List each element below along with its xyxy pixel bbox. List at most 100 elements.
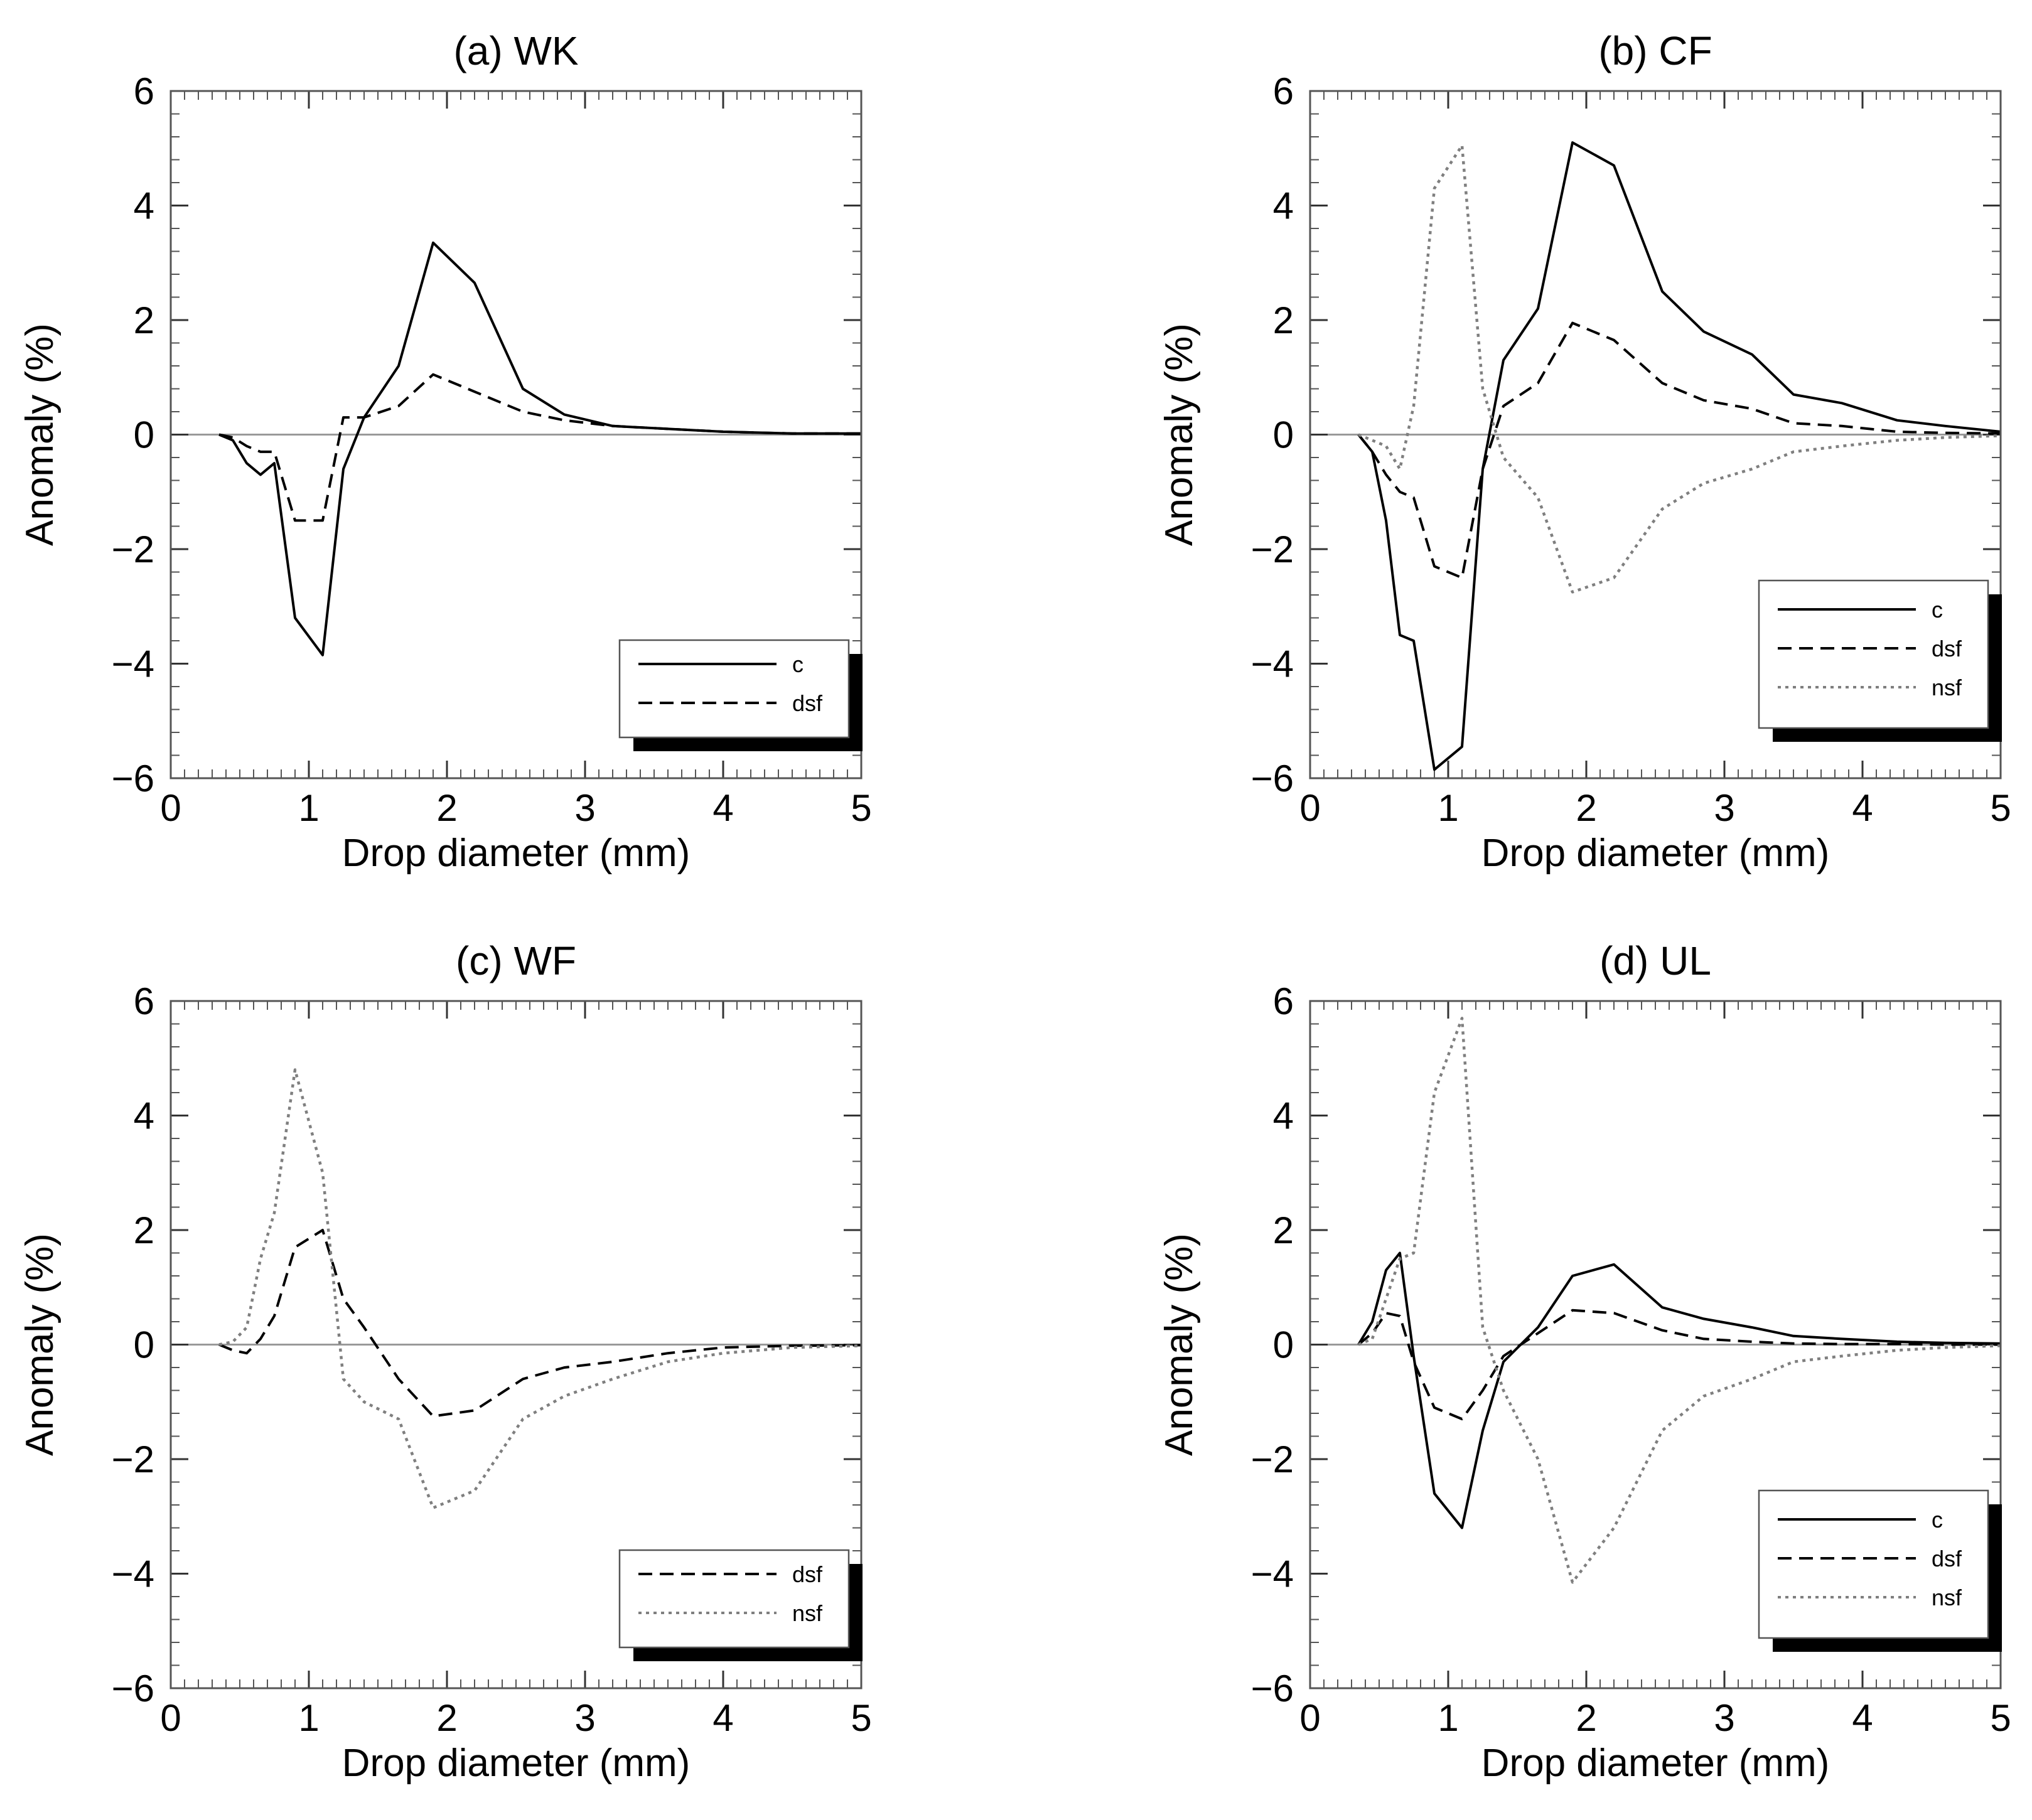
series-line-dsf xyxy=(1357,1309,2001,1421)
legend-box xyxy=(618,639,850,739)
x-axis-label: Drop diameter (mm) xyxy=(342,832,691,875)
y-tick-label: −2 xyxy=(1251,528,1294,570)
chart-title: (c) WF xyxy=(456,938,576,983)
y-axis-label: Anomaly (%) xyxy=(1158,1233,1201,1456)
x-tick-label: 4 xyxy=(1852,787,1873,829)
x-tick-label: 1 xyxy=(1438,787,1458,829)
y-tick-label: 4 xyxy=(134,1095,154,1137)
y-tick-label: 2 xyxy=(134,299,154,341)
series-line-dsf xyxy=(1357,321,2001,579)
chart-title: (d) UL xyxy=(1599,938,1711,983)
x-tick-label: 5 xyxy=(851,1697,871,1739)
x-tick-label: 1 xyxy=(1438,1697,1458,1739)
y-tick-label: 4 xyxy=(1273,1095,1294,1137)
series-line-nsf xyxy=(218,1068,862,1509)
y-tick-label: 6 xyxy=(134,980,154,1022)
y-tick-label: −6 xyxy=(112,1667,154,1710)
x-tick-label: 2 xyxy=(436,1697,457,1739)
y-tick-label: 4 xyxy=(134,185,154,227)
legend-label-c: c xyxy=(1932,1507,1943,1533)
series-line-nsf xyxy=(1358,144,2001,594)
y-tick-label: −6 xyxy=(112,757,154,800)
series-line-c xyxy=(1357,141,2001,771)
y-tick-label: 6 xyxy=(1273,980,1294,1022)
x-tick-label: 1 xyxy=(298,787,319,829)
legend: c dsf nsf xyxy=(1758,579,2002,742)
y-axis-label: Anomaly (%) xyxy=(18,1233,62,1456)
x-axis-label: Drop diameter (mm) xyxy=(342,1742,691,1785)
legend-label-nsf: nsf xyxy=(792,1600,823,1626)
y-tick-label: 4 xyxy=(1273,185,1294,227)
y-tick-label: 0 xyxy=(1273,414,1294,456)
legend-box xyxy=(1758,1489,1989,1639)
y-axis-label: Anomaly (%) xyxy=(18,323,62,546)
y-tick-label: 0 xyxy=(134,414,154,456)
y-tick-label: 2 xyxy=(1273,299,1294,341)
chart-panel-1: (a) WK 0 1 2 3 4 5 −6 −4 −2 0 2 4 6 Drop diameter (mm)… xyxy=(18,28,872,875)
chart-panel-4: (d) UL 0 1 2 3 4 5 −6 −4 −2 0 2 4 6 Drop diameter (mm)… xyxy=(1158,938,2011,1785)
x-tick-label: 5 xyxy=(851,787,871,829)
legend-box xyxy=(618,1549,850,1649)
legend-label-dsf: dsf xyxy=(792,690,823,716)
chart-panel-3: (c) WF 0 1 2 3 4 5 −6 −4 −2 0 2 4 6 Drop diameter (mm)… xyxy=(18,938,872,1785)
plot-frame xyxy=(169,1000,863,1689)
x-tick-label: 4 xyxy=(712,787,733,829)
x-tick-label: 3 xyxy=(1714,787,1734,829)
legend-label-dsf: dsf xyxy=(1932,1546,1962,1571)
y-tick-label: −2 xyxy=(112,528,154,570)
x-axis-label: Drop diameter (mm) xyxy=(1481,832,1830,875)
y-tick-label: 6 xyxy=(1273,70,1294,112)
x-tick-label: 5 xyxy=(1990,787,2011,829)
y-tick-label: −4 xyxy=(112,643,154,685)
legend: dsf nsf xyxy=(618,1549,863,1661)
x-tick-label: 5 xyxy=(1990,1697,2011,1739)
legend-label-dsf: dsf xyxy=(792,1561,823,1587)
legend-label-c: c xyxy=(792,651,804,677)
y-tick-label: −2 xyxy=(1251,1438,1294,1480)
x-tick-label: 3 xyxy=(574,1697,595,1739)
y-tick-label: −6 xyxy=(1251,1667,1294,1710)
series-line-dsf xyxy=(218,1229,862,1418)
legend: c dsf xyxy=(618,639,863,751)
x-tick-label: 0 xyxy=(160,787,181,829)
plot-frame xyxy=(1309,90,2002,779)
x-axis-label: Drop diameter (mm) xyxy=(1481,1742,1830,1785)
y-tick-label: −4 xyxy=(1251,643,1294,685)
x-tick-label: 0 xyxy=(160,1697,181,1739)
x-tick-label: 2 xyxy=(1576,1697,1596,1739)
x-tick-label: 1 xyxy=(298,1697,319,1739)
x-tick-label: 3 xyxy=(1714,1697,1734,1739)
x-tick-label: 2 xyxy=(436,787,457,829)
y-tick-label: 2 xyxy=(1273,1209,1294,1251)
series-line-c xyxy=(1357,1251,2001,1529)
y-tick-label: −4 xyxy=(1251,1553,1294,1595)
x-tick-label: 3 xyxy=(574,787,595,829)
y-tick-label: −4 xyxy=(112,1553,154,1595)
x-tick-label: 2 xyxy=(1576,787,1596,829)
y-tick-label: 6 xyxy=(134,70,154,112)
legend-label-nsf: nsf xyxy=(1932,675,1962,700)
x-tick-label: 0 xyxy=(1299,1697,1320,1739)
plot-frame xyxy=(1309,1000,2002,1689)
chart-title: (b) CF xyxy=(1598,28,1712,73)
y-tick-label: 0 xyxy=(134,1324,154,1366)
chart-panel-2: (b) CF 0 1 2 3 4 5 −6 −4 −2 0 2 4 6 Drop diameter (mm)… xyxy=(1158,28,2011,875)
legend-box xyxy=(1758,579,1989,729)
plot-frame xyxy=(169,90,863,779)
legend-label-c: c xyxy=(1932,597,1943,623)
y-axis-label: Anomaly (%) xyxy=(1158,323,1201,546)
y-tick-label: −6 xyxy=(1251,757,1294,800)
series-line-nsf xyxy=(1358,1017,2001,1584)
series-line-c xyxy=(218,241,861,656)
y-tick-label: 0 xyxy=(1273,1324,1294,1366)
y-tick-label: 2 xyxy=(134,1209,154,1251)
chart-title: (a) WK xyxy=(453,28,578,73)
x-tick-label: 4 xyxy=(712,1697,733,1739)
y-tick-label: −2 xyxy=(112,1438,154,1480)
legend: c dsf nsf xyxy=(1758,1489,2002,1652)
x-tick-label: 0 xyxy=(1299,787,1320,829)
legend-label-nsf: nsf xyxy=(1932,1585,1962,1610)
series-line-dsf xyxy=(218,373,861,522)
x-tick-label: 4 xyxy=(1852,1697,1873,1739)
